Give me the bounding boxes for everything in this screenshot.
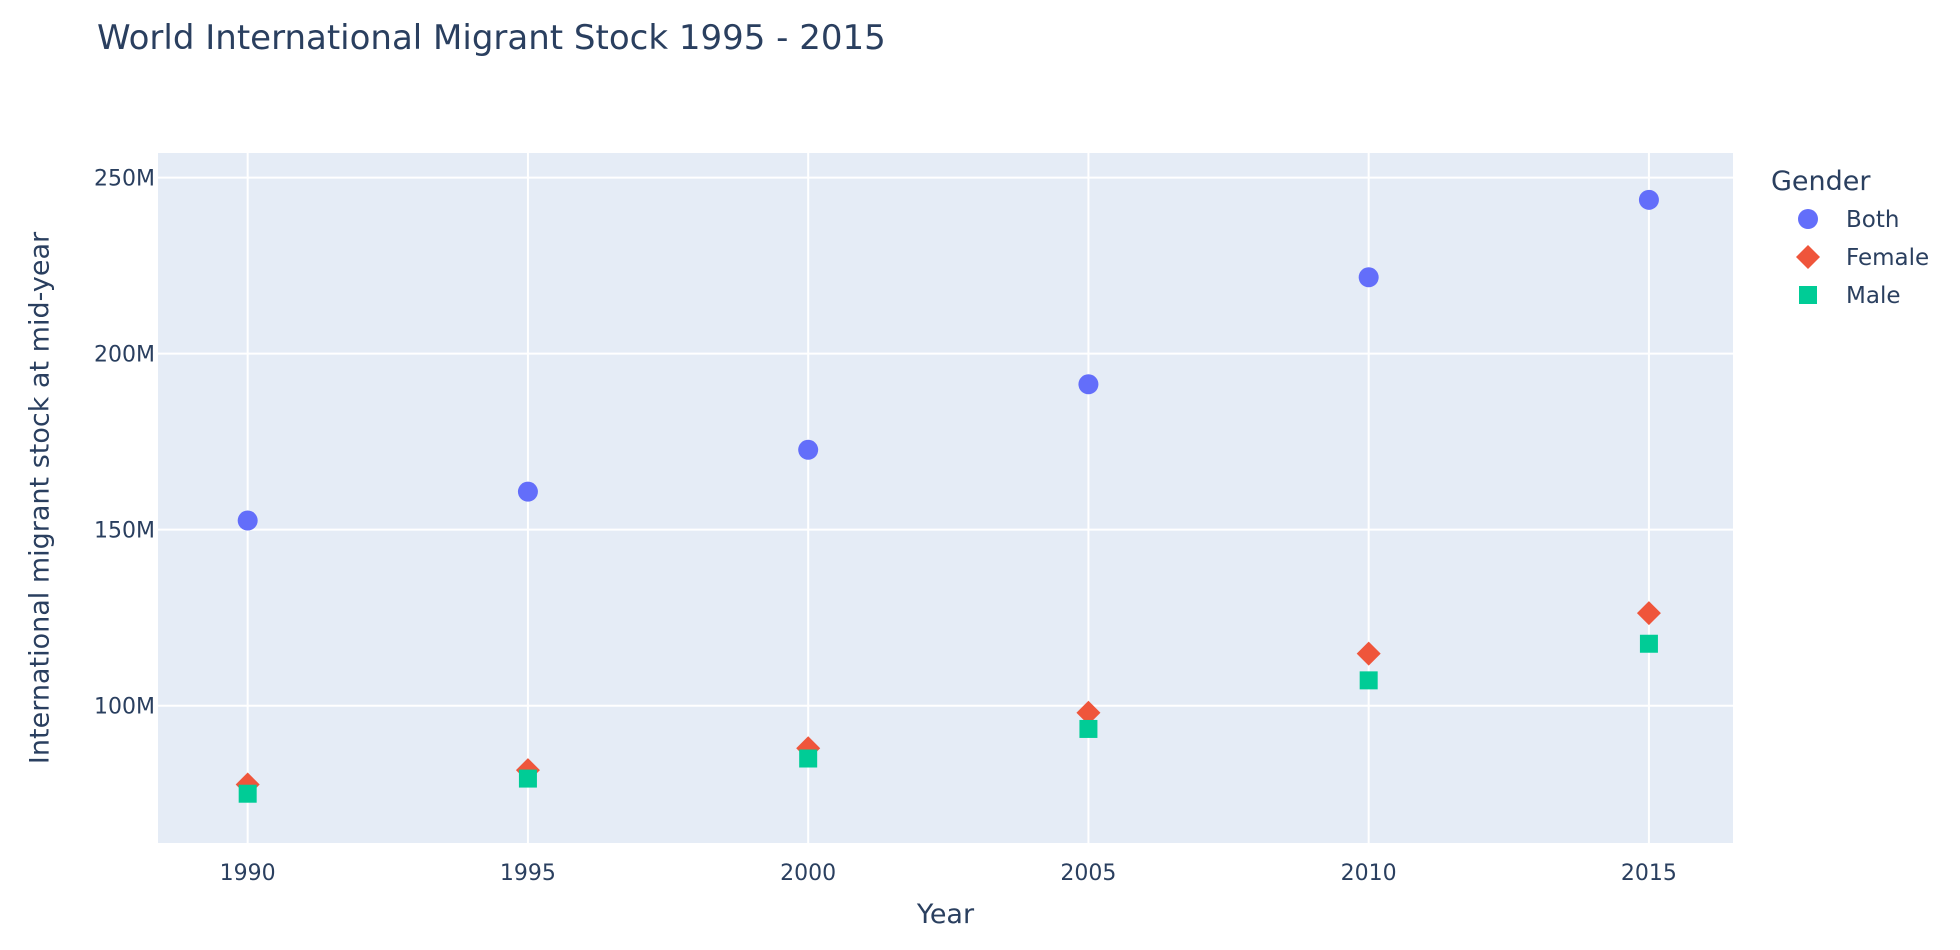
data-point-male[interactable] [518,769,537,788]
legend[interactable]: Gender Both Female Male [1771,166,1929,309]
legend-marker-both[interactable] [1798,209,1818,229]
x-tick-label: 2010 [1341,861,1397,886]
legend-item-female[interactable]: Female [1796,245,1929,271]
legend-marker-female[interactable] [1796,245,1820,269]
data-point-female[interactable] [1356,641,1381,666]
legend-title: Gender [1771,166,1871,197]
data-point-male[interactable] [1079,719,1098,738]
data-point-both[interactable] [237,510,258,531]
y-tick-label: 100M [94,695,155,720]
y-axis-title: International migrant stock at mid-year [25,231,56,764]
chart-title: World International Migrant Stock 1995 -… [97,18,886,58]
data-point-both[interactable] [1358,267,1379,288]
x-tick-label: 2000 [780,861,836,886]
x-tick-label: 2005 [1060,861,1116,886]
data-markers [235,189,1661,803]
legend-label: Both [1846,207,1899,233]
data-point-male[interactable] [799,749,818,768]
y-tick-label: 150M [94,519,155,544]
data-point-both[interactable] [517,481,538,502]
series-both [237,189,1659,531]
legend-label: Female [1846,245,1929,271]
x-axis-title: Year [916,899,975,930]
legend-label: Male [1846,283,1900,309]
series-male [238,634,1658,803]
legend-item-both[interactable]: Both [1798,207,1899,233]
x-axis-ticks: 1990 1995 2000 2005 2010 2015 [220,861,1677,886]
data-point-both[interactable] [798,439,819,460]
x-tick-label: 1995 [500,861,556,886]
y-tick-label: 200M [94,343,155,368]
data-point-male[interactable] [1359,671,1378,690]
y-tick-label: 250M [94,167,155,192]
x-tick-label: 2015 [1621,861,1677,886]
x-tick-label: 1990 [220,861,276,886]
plot-background [158,153,1733,843]
legend-item-male[interactable]: Male [1799,283,1900,309]
data-point-both[interactable] [1638,189,1659,210]
data-point-female[interactable] [1636,601,1661,626]
data-point-both[interactable] [1078,374,1099,395]
y-axis-ticks: 100M 150M 200M 250M [94,167,155,720]
data-point-male[interactable] [1639,634,1658,653]
legend-marker-male[interactable] [1799,286,1817,304]
data-point-male[interactable] [238,784,257,803]
data-point-female[interactable] [1076,700,1101,725]
